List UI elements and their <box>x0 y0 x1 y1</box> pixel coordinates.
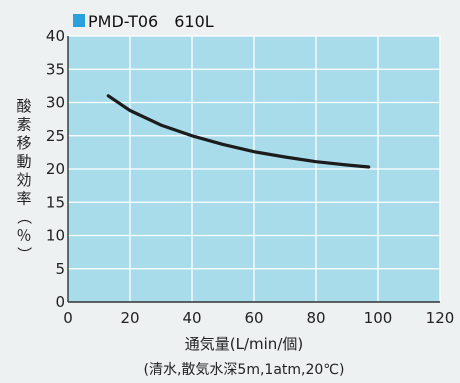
series <box>106 94 371 169</box>
grid <box>67 35 441 303</box>
y-axis-label-char: 移 <box>16 134 31 152</box>
y-tick-label: 15 <box>46 193 65 211</box>
x-tick-label: 40 <box>182 309 201 327</box>
y-axis-label-char: 酸 <box>16 97 31 115</box>
x-tick-label: 0 <box>63 309 73 327</box>
y-tick-label: 20 <box>46 160 65 178</box>
x-tick-label: 100 <box>364 309 393 327</box>
chart-title: PMD-T06 610L <box>88 12 214 31</box>
x-tick-label: 120 <box>426 309 455 327</box>
x-axis-label: 通気量(L/min/個) <box>185 335 303 353</box>
x-tick-label: 60 <box>244 309 263 327</box>
y-tick-label: 40 <box>46 27 65 45</box>
y-axis-label-char: 効 <box>16 171 31 189</box>
y-axis-label-char: 率 <box>16 190 31 208</box>
y-axis-label-char: ） <box>15 246 33 261</box>
y-tick-label: 30 <box>46 94 65 112</box>
y-tick-label: 0 <box>55 293 65 311</box>
y-tick-label: 5 <box>55 260 65 278</box>
y-axis-label-char: 動 <box>16 153 31 171</box>
y-axis-label-char: ％ <box>16 227 31 245</box>
y-tick-label: 35 <box>46 60 65 78</box>
x-tick-label: 80 <box>306 309 325 327</box>
x-tick-label: 20 <box>120 309 139 327</box>
legend-swatch <box>73 14 85 27</box>
y-tick-label: 25 <box>46 127 65 145</box>
y-axis-label-char: （ <box>15 209 33 224</box>
y-axis-label-char: 素 <box>16 116 31 134</box>
x-axis-note: (清水,散気水深5m,1atm,20℃) <box>144 362 345 378</box>
ticks: 0 20 40 60 80 100 120 0 5 10 15 20 25 30 35 40 <box>46 27 454 327</box>
y-tick-label: 10 <box>46 227 65 245</box>
series-line <box>106 94 371 169</box>
